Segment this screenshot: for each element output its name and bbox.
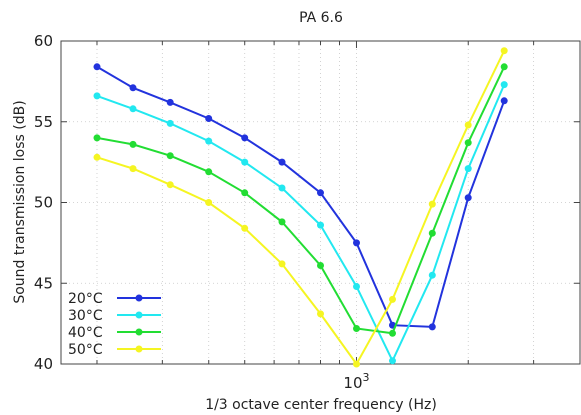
y-axis-label: Sound transmission loss (dB) <box>12 100 28 303</box>
data-point <box>500 81 508 89</box>
data-point <box>166 152 174 160</box>
data-point <box>278 184 286 192</box>
legend-swatch-marker <box>135 328 143 336</box>
data-point <box>93 63 101 71</box>
data-point <box>241 134 249 142</box>
legend-label: 40°C <box>68 325 103 341</box>
data-point <box>389 295 396 303</box>
data-point <box>93 92 101 100</box>
data-point <box>166 98 174 106</box>
y-tick-label: 45 <box>34 274 53 292</box>
legend-swatch-marker <box>135 311 143 319</box>
data-point <box>166 119 174 127</box>
data-point <box>317 221 324 229</box>
data-point <box>241 158 249 166</box>
data-point <box>353 283 360 290</box>
legend-label: 30°C <box>68 308 103 324</box>
data-point <box>129 140 137 148</box>
series-line-2 <box>96 66 506 335</box>
data-point <box>129 165 137 173</box>
legend: 20°C30°C40°C50°C <box>68 291 161 358</box>
data-point <box>129 84 137 92</box>
chart-title: PA 6.6 <box>299 10 343 26</box>
series-line-1 <box>96 84 506 364</box>
data-point <box>428 200 436 208</box>
series-line-0 <box>96 65 506 328</box>
data-point <box>428 229 436 237</box>
data-point <box>353 239 360 247</box>
data-point <box>500 47 508 55</box>
data-point <box>464 165 472 173</box>
data-point <box>278 158 286 166</box>
data-point <box>500 97 508 105</box>
data-point <box>389 357 396 365</box>
plot-frame <box>60 40 581 365</box>
data-point <box>317 262 324 269</box>
data-point <box>93 134 101 142</box>
data-point <box>129 105 137 113</box>
data-point <box>317 310 324 318</box>
x-tick-label: 103 <box>343 371 369 392</box>
data-point <box>278 218 286 226</box>
data-point <box>241 189 249 197</box>
data-point <box>278 260 286 268</box>
data-point <box>205 168 213 176</box>
legend-swatch-marker <box>135 345 143 353</box>
x-axis-label: 1/3 octave center frequency (Hz) <box>205 397 437 413</box>
axes: 40 45 50 55 60 103 <box>34 32 581 392</box>
data-point <box>317 189 324 197</box>
data-point <box>241 224 249 232</box>
series-line-3 <box>96 50 506 366</box>
data-point <box>428 271 436 279</box>
data-point <box>205 137 213 145</box>
legend-label: 20°C <box>68 291 103 307</box>
y-tick-label: 50 <box>34 194 53 212</box>
data-point <box>166 181 174 189</box>
data-point <box>464 121 472 129</box>
y-tick-label: 40 <box>34 355 53 373</box>
data-point <box>500 63 508 71</box>
data-point <box>205 199 213 206</box>
y-tick-label: 55 <box>34 113 53 131</box>
data-point <box>205 115 213 122</box>
data-point <box>464 139 472 147</box>
legend-label: 50°C <box>68 342 103 358</box>
data-point <box>93 153 101 161</box>
data-point <box>389 329 396 337</box>
legend-swatch-marker <box>135 294 143 302</box>
data-point <box>428 323 436 331</box>
data-point <box>464 194 472 202</box>
series-layer <box>93 47 508 368</box>
y-tick-label: 60 <box>34 32 53 50</box>
data-point <box>353 360 360 368</box>
data-point <box>353 325 360 332</box>
